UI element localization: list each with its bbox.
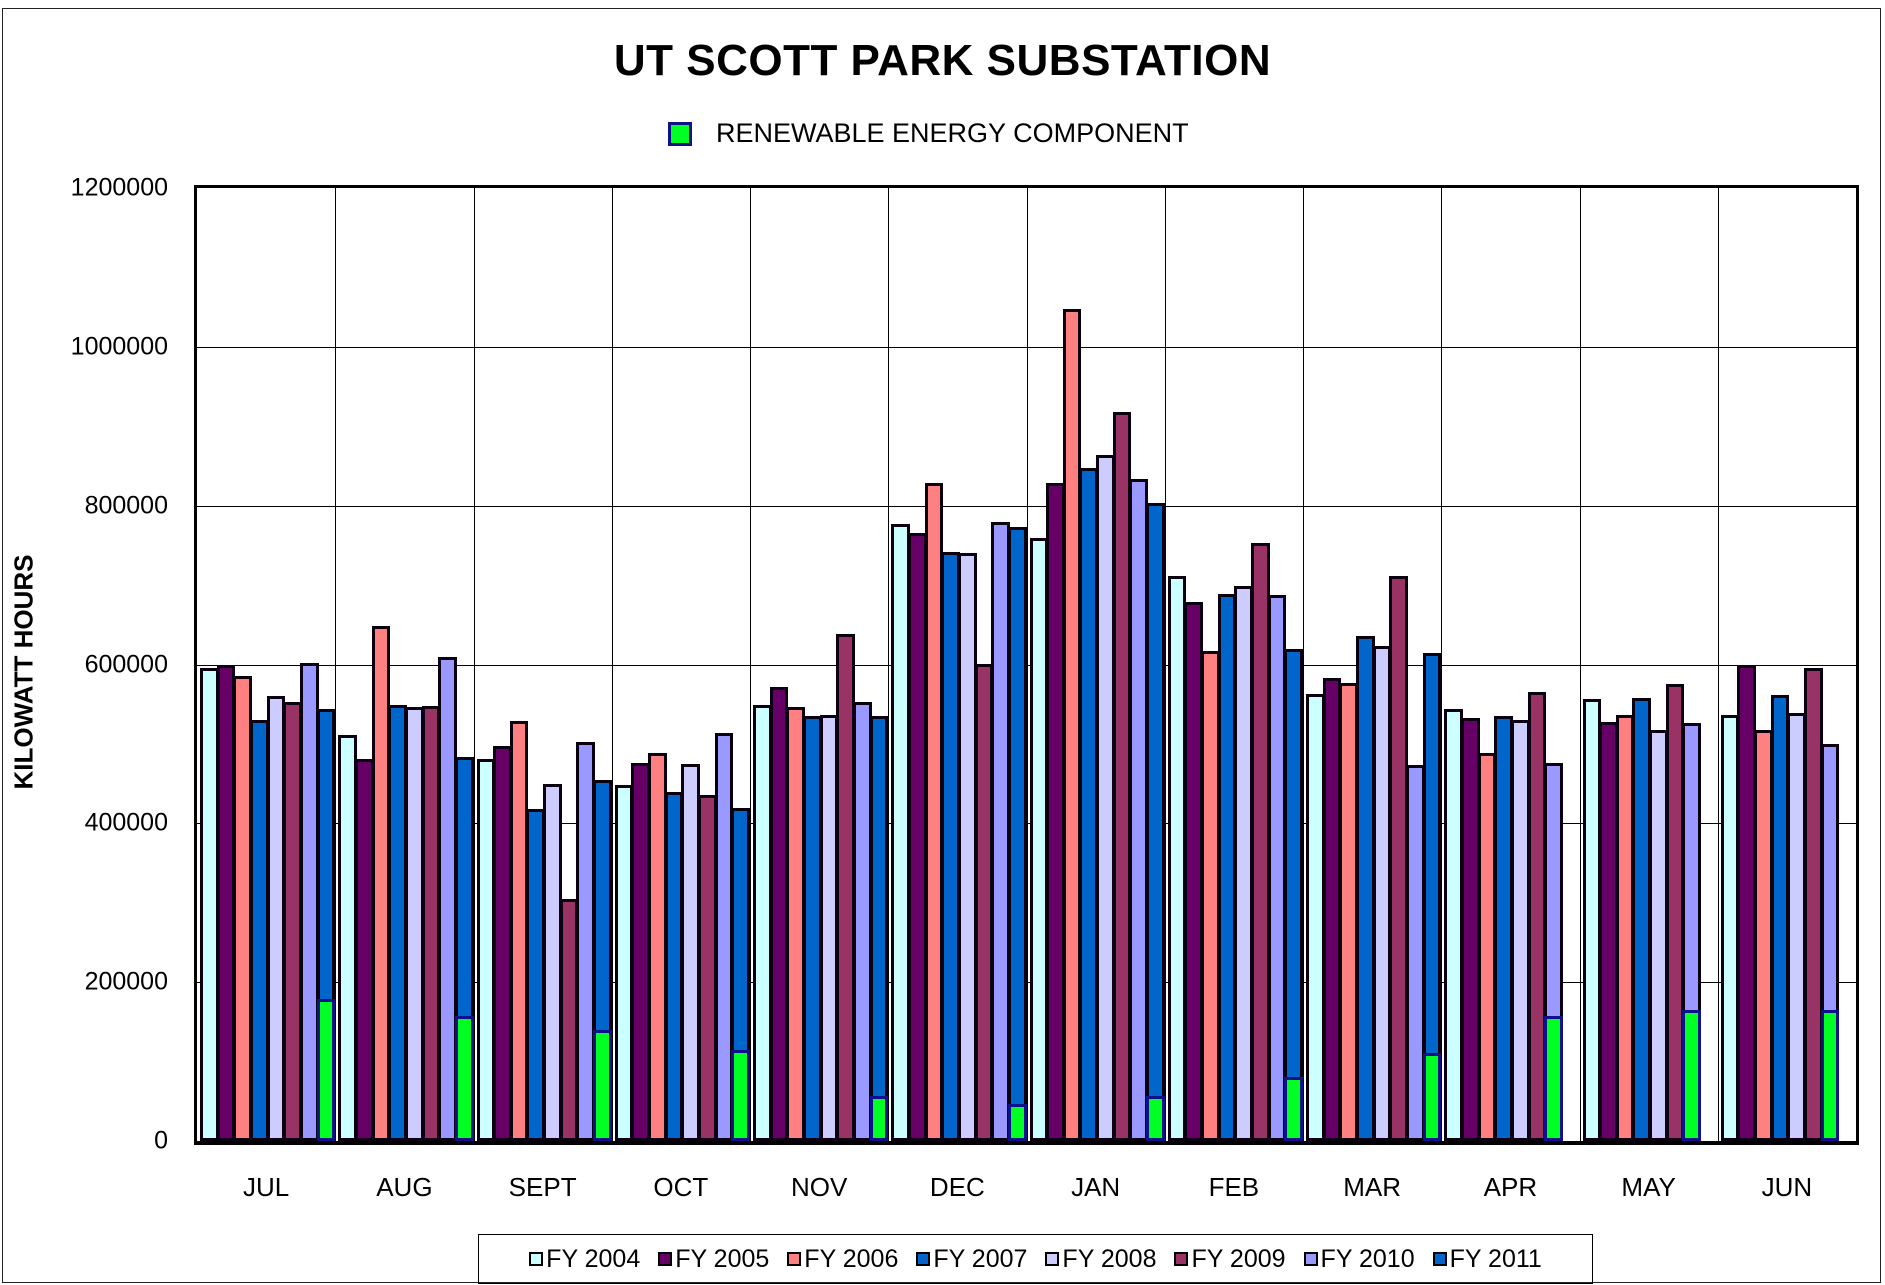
renewable-bar xyxy=(1007,1103,1027,1141)
y-tick-label: 800000 xyxy=(84,491,168,520)
legend-item: FY 2011 xyxy=(1432,1244,1542,1274)
legend-swatch-icon xyxy=(1045,1252,1060,1266)
legend-swatch-icon xyxy=(787,1252,802,1266)
renewable-bar xyxy=(1422,1052,1442,1141)
gridline-vertical xyxy=(1164,188,1166,1141)
x-tick-label: OCT xyxy=(653,1172,709,1202)
legend-label: FY 2010 xyxy=(1320,1244,1415,1273)
renewable-bar xyxy=(454,1015,474,1141)
x-tick-label: MAY xyxy=(1621,1172,1676,1202)
bar xyxy=(1146,502,1165,1141)
legend-item: FY 2007 xyxy=(916,1245,1027,1274)
gridline-vertical xyxy=(1026,188,1028,1141)
legend-item: FY 2008 xyxy=(1045,1245,1156,1274)
legend-swatch-icon xyxy=(1174,1252,1189,1266)
renewable-bar xyxy=(1544,1015,1563,1141)
renewable-legend-label: RENEWABLE ENERGY COMPONENT xyxy=(716,118,1189,148)
x-tick-label: JUL xyxy=(243,1172,290,1202)
legend-label: FY 2006 xyxy=(804,1244,899,1273)
gridline-vertical xyxy=(473,188,475,1141)
renewable-bar xyxy=(1284,1076,1303,1141)
bar xyxy=(1284,648,1303,1141)
gridline-vertical xyxy=(335,188,337,1141)
y-tick-label: 200000 xyxy=(84,967,168,996)
renewable-bar xyxy=(869,1095,889,1141)
gridline-vertical xyxy=(611,188,613,1141)
chart-title: UT SCOTT PARK SUBSTATION xyxy=(613,36,1272,85)
legend-swatch-icon xyxy=(1303,1252,1318,1266)
legend-label: FY 2008 xyxy=(1062,1244,1157,1273)
gridline-vertical xyxy=(1717,188,1719,1141)
bar xyxy=(869,716,889,1141)
legend-item: FY 2006 xyxy=(787,1245,898,1274)
legend-label: FY 2004 xyxy=(546,1244,641,1273)
legend-label: FY 2005 xyxy=(675,1244,770,1273)
y-tick-label: 0 xyxy=(154,1126,168,1155)
y-tick-label: 1200000 xyxy=(70,173,168,202)
legend-label: FY 2009 xyxy=(1191,1244,1286,1273)
legend-label: FY 2011 xyxy=(1449,1244,1542,1273)
x-tick-label: APR xyxy=(1483,1172,1538,1202)
gridline-vertical xyxy=(1579,188,1581,1141)
renewable-bar xyxy=(1682,1009,1702,1141)
renewable-bar xyxy=(1820,1009,1840,1141)
legend-swatch-icon xyxy=(1432,1252,1447,1266)
legend-item: FY 2005 xyxy=(658,1245,769,1274)
x-tick-label: MAR xyxy=(1343,1172,1402,1202)
renewable-legend: RENEWABLE ENERGY COMPONENT xyxy=(668,118,1189,149)
renewable-swatch-icon xyxy=(668,121,692,146)
gridline-vertical xyxy=(1303,188,1304,1141)
legend-label: FY 2007 xyxy=(933,1244,1028,1273)
gridline-vertical xyxy=(888,188,890,1141)
bar xyxy=(1007,527,1027,1141)
renewable-bar xyxy=(316,998,336,1141)
y-tick-label: 1000000 xyxy=(70,332,168,361)
legend-swatch-icon xyxy=(916,1252,931,1266)
y-tick-label: 400000 xyxy=(84,808,168,837)
x-tick-label: NOV xyxy=(790,1172,848,1202)
renewable-bar xyxy=(1146,1095,1165,1141)
renewable-bar xyxy=(731,1050,750,1141)
x-tick-label: JAN xyxy=(1071,1172,1121,1202)
legend-swatch-icon xyxy=(658,1252,673,1266)
y-tick-label: 600000 xyxy=(84,650,168,678)
plot-area xyxy=(194,185,1859,1145)
gridline-vertical xyxy=(750,188,751,1141)
x-tick-label: AUG xyxy=(376,1172,433,1202)
x-tick-label: DEC xyxy=(929,1172,985,1202)
x-tick-label: JUN xyxy=(1761,1172,1813,1202)
legend-item: FY 2009 xyxy=(1174,1244,1286,1274)
chart-frame xyxy=(2,8,1881,1283)
gridline-vertical xyxy=(1441,188,1443,1141)
series-legend: FY 2004 FY 2005 FY 2006 FY 2007 FY 2008 FY 20… xyxy=(478,1234,1593,1284)
x-tick-label: SEPT xyxy=(508,1172,577,1202)
legend-item: FY 2004 xyxy=(529,1245,640,1274)
x-tick-label: FEB xyxy=(1208,1172,1260,1202)
renewable-bar xyxy=(593,1029,612,1141)
legend-item: FY 2010 xyxy=(1303,1244,1415,1274)
legend-swatch-icon xyxy=(529,1252,544,1266)
